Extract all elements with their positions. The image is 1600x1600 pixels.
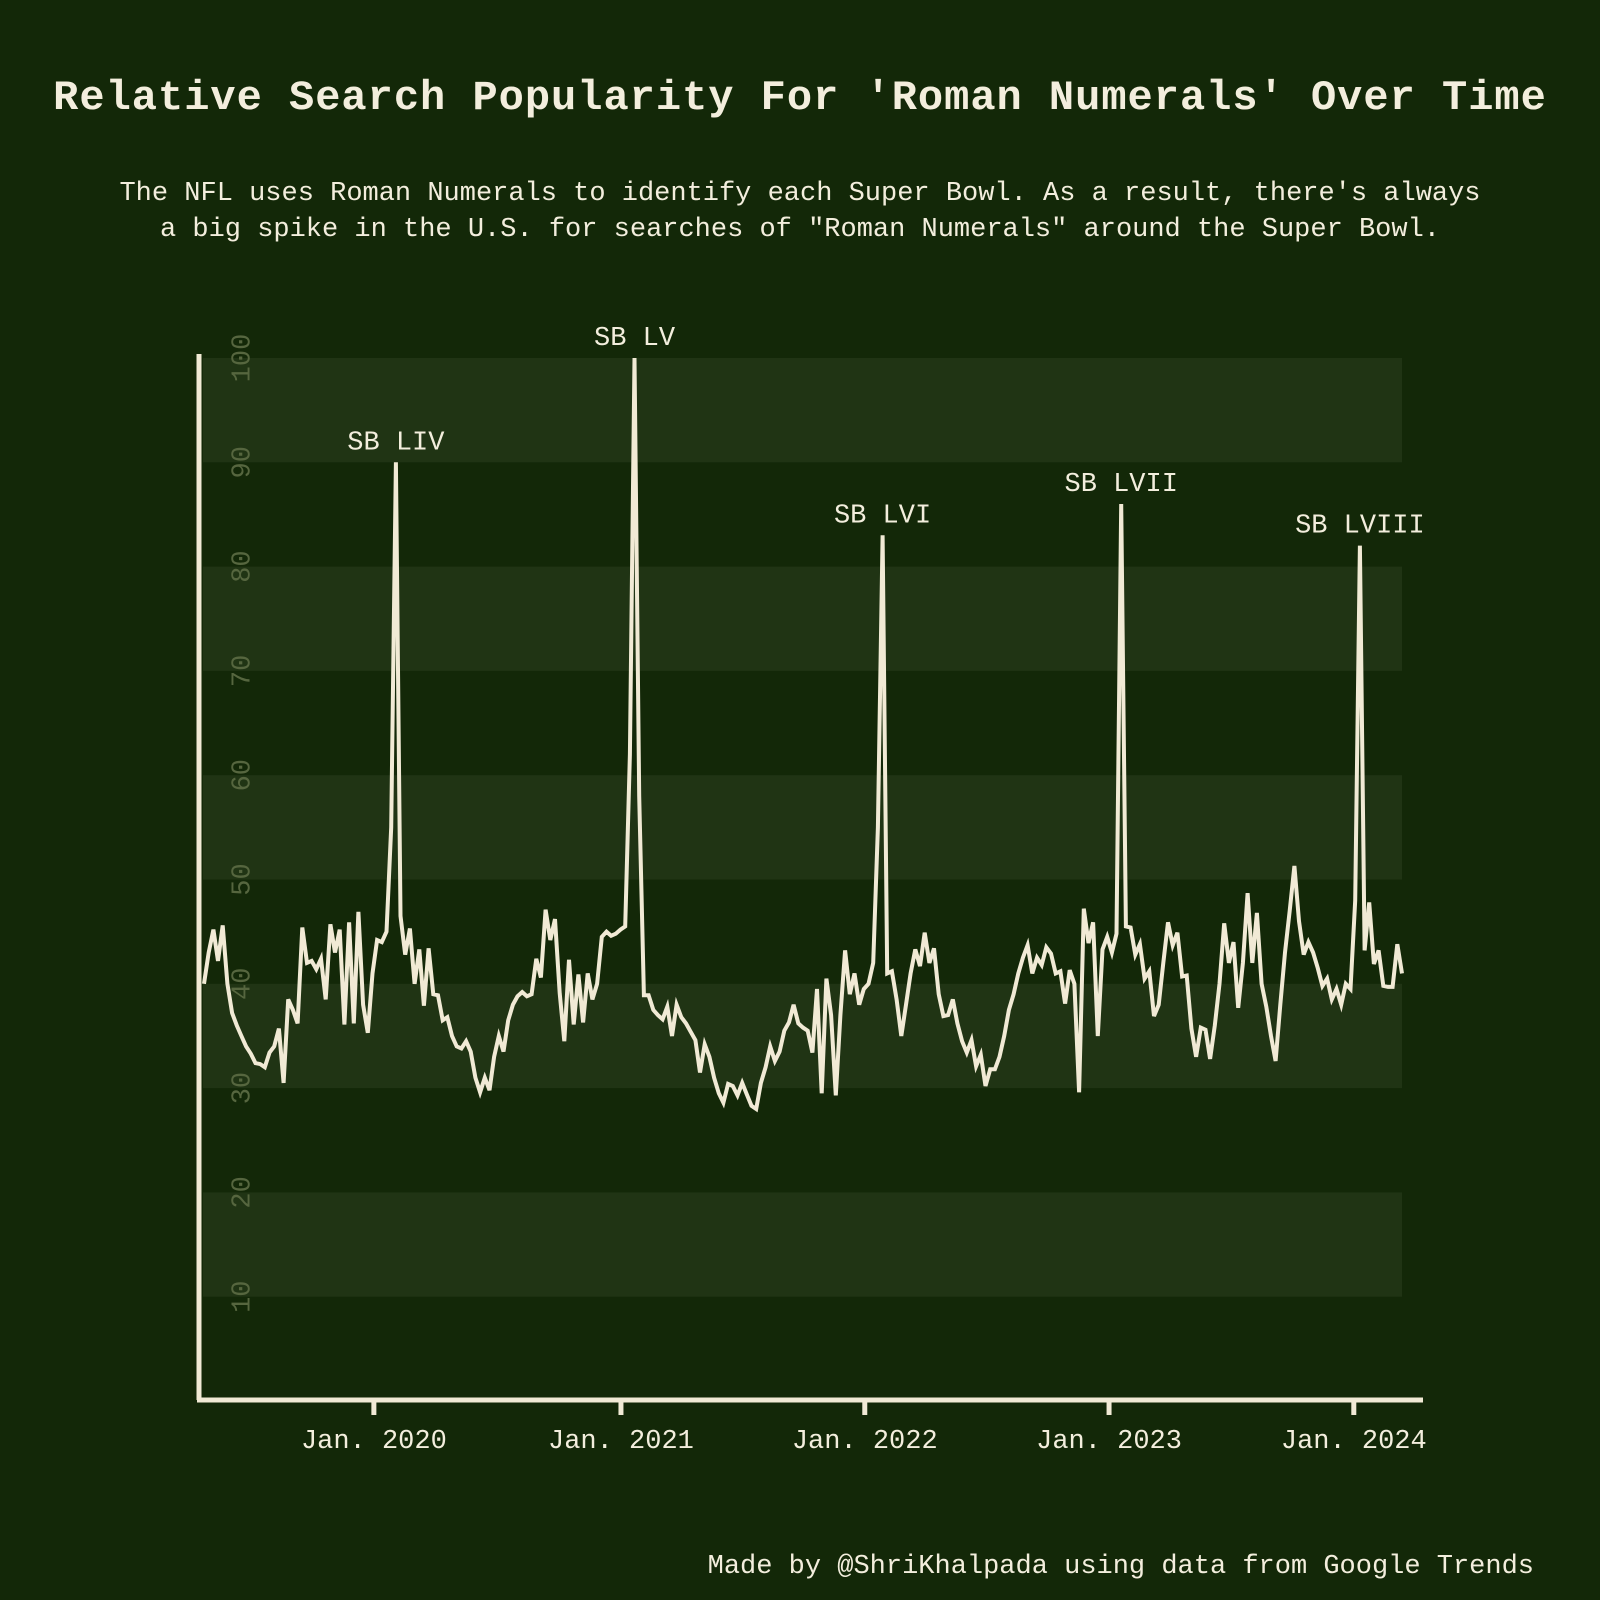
field-stripe <box>203 775 1402 880</box>
x-tick-label: Jan. 2024 <box>1281 1427 1427 1457</box>
field-stripe <box>203 983 1402 1089</box>
chart-subtitle-line1: The NFL uses Roman Numerals to identify … <box>119 179 1481 209</box>
sb-annotation: SB LVII <box>1065 470 1178 500</box>
chart-subtitle-line2: a big spike in the U.S. for searches of … <box>159 215 1440 245</box>
y-tick-label: 40 <box>228 968 258 1000</box>
y-tick-label: 80 <box>228 550 258 582</box>
y-tick-label: 50 <box>228 863 258 895</box>
y-tick-label: 70 <box>228 655 258 687</box>
field-stripe <box>203 358 1402 463</box>
x-tick-label: Jan. 2020 <box>301 1427 447 1457</box>
credit-text: Made by @ShriKhalpada using data from Go… <box>707 1552 1534 1582</box>
x-tick-label: Jan. 2023 <box>1036 1427 1182 1457</box>
y-tick-label: 10 <box>228 1280 258 1312</box>
y-tick-label: 30 <box>228 1072 258 1104</box>
y-tick-label: 60 <box>228 759 258 791</box>
chart-subtitle: The NFL uses Roman Numerals to identify … <box>0 176 1600 248</box>
y-tick-label: 90 <box>228 446 258 478</box>
y-tick-label: 100 <box>228 334 258 383</box>
x-tick-label: Jan. 2021 <box>548 1427 694 1457</box>
y-tick-label: 20 <box>228 1176 258 1208</box>
x-tick-label: Jan. 2022 <box>792 1427 938 1457</box>
sb-annotation: SB LV <box>594 324 676 354</box>
field-stripe <box>203 1192 1402 1297</box>
trend-line <box>202 357 1404 1113</box>
sb-annotation: SB LVI <box>834 501 931 531</box>
sb-annotation: SB LVIII <box>1295 512 1425 542</box>
field-stripe <box>203 566 1402 671</box>
page-title: Relative Search Popularity For 'Roman Nu… <box>53 74 1547 122</box>
sb-annotation: SB LIV <box>347 428 445 458</box>
